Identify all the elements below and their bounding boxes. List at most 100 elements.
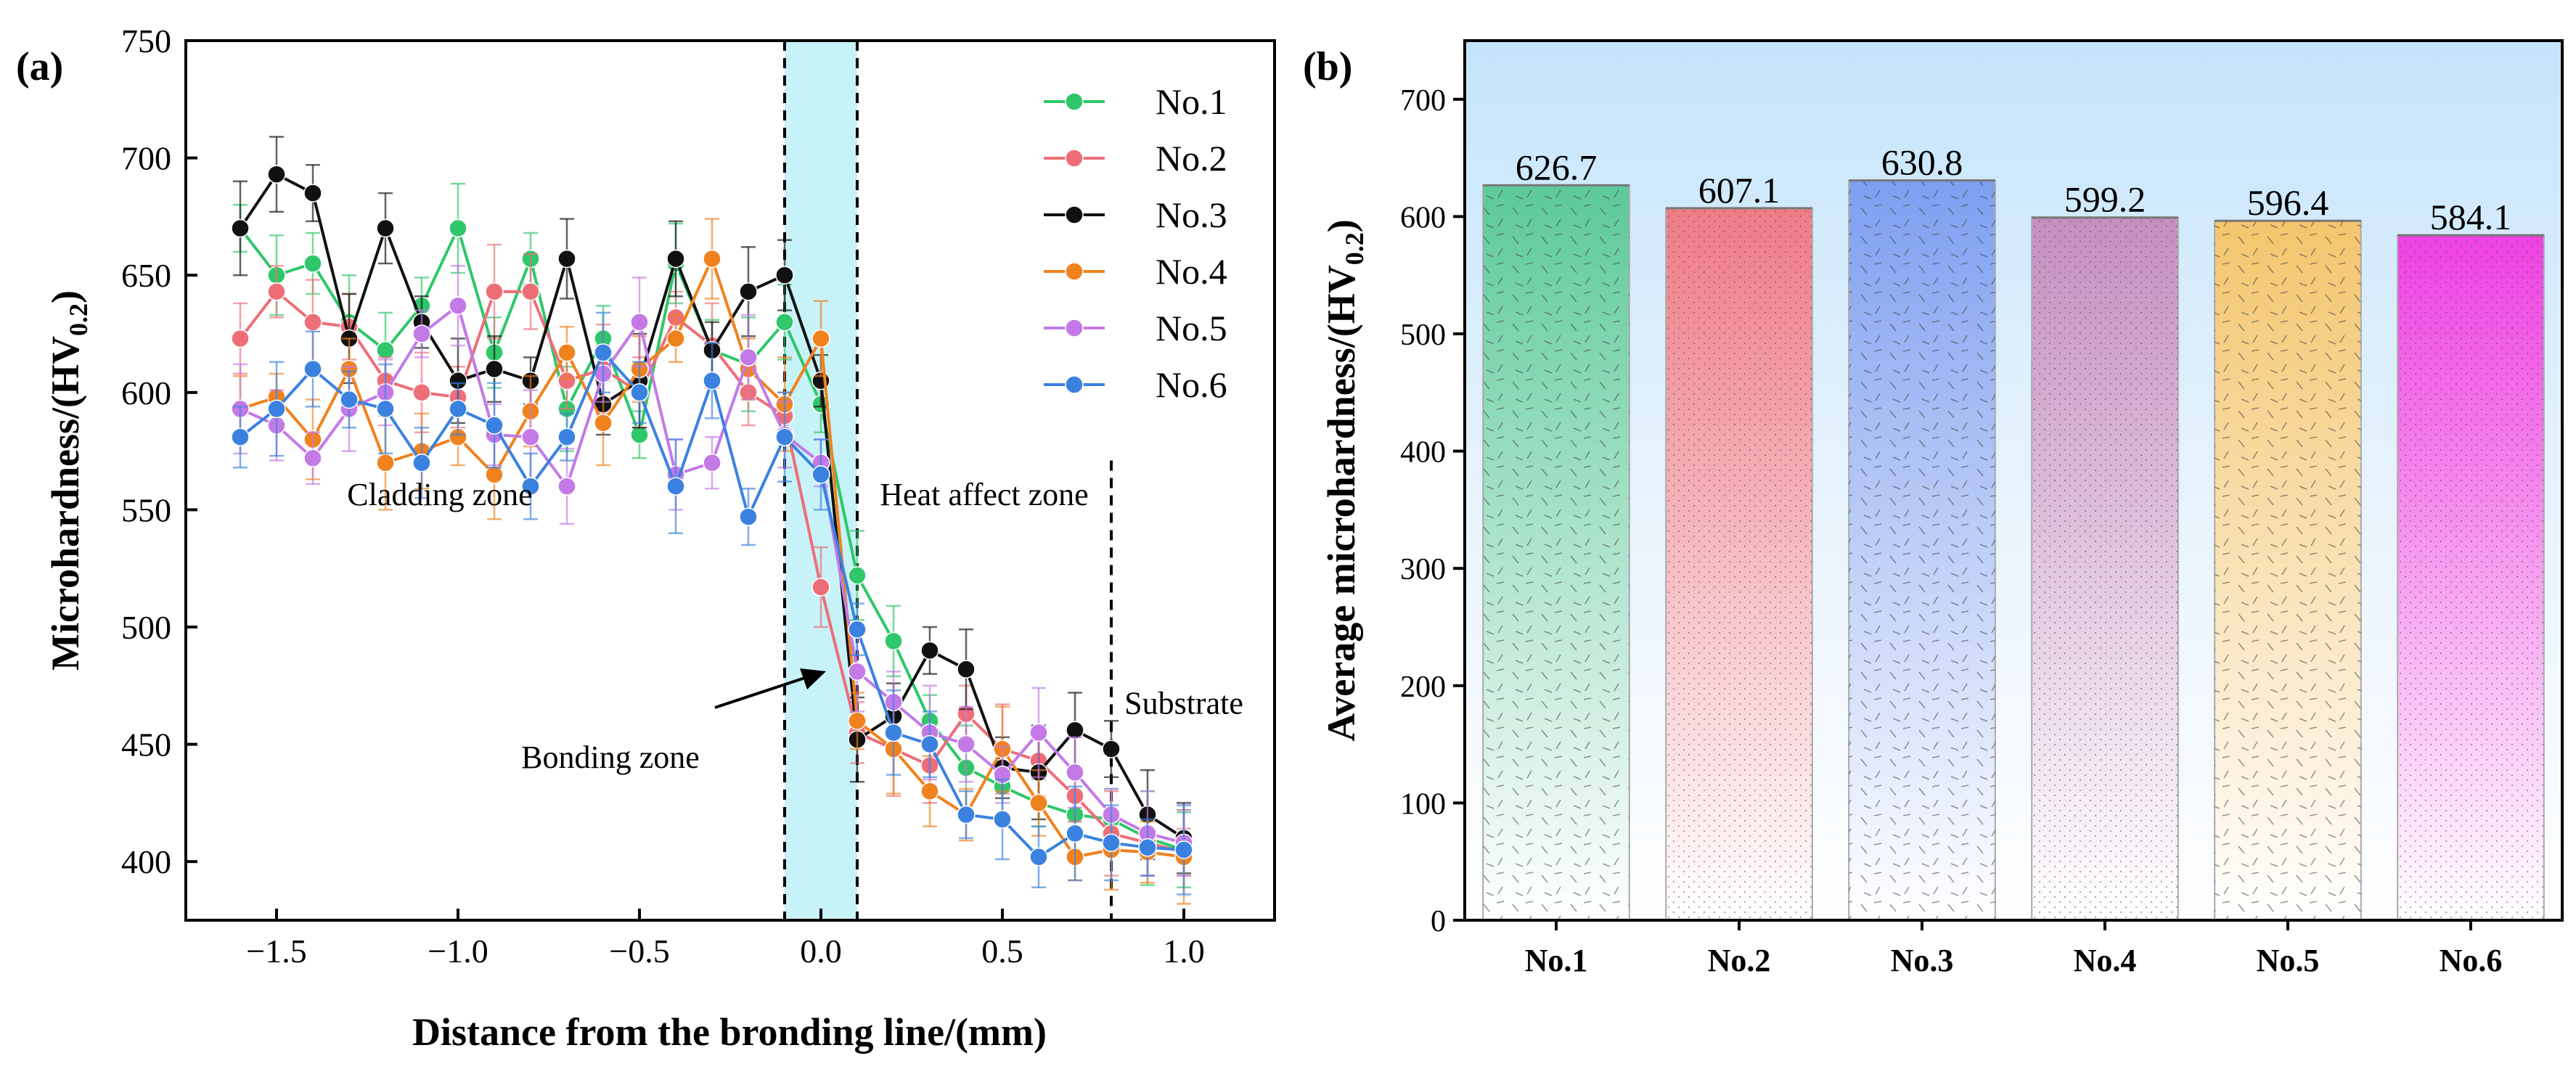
data-point <box>775 427 794 446</box>
bar-value-label: 626.7 <box>1516 147 1598 187</box>
data-point <box>557 427 576 446</box>
data-point <box>848 620 867 639</box>
data-point <box>303 359 322 379</box>
data-point <box>666 249 685 269</box>
bar-No.3: 630.8 No.3 <box>1848 142 1996 978</box>
data-point <box>811 578 830 597</box>
data-point <box>993 810 1012 829</box>
x-tick-label-a: −1.5 <box>246 933 306 970</box>
y-axis-title-b-sub: 0.2 <box>1340 232 1369 265</box>
bar-texture <box>2397 235 2544 921</box>
data-point <box>1174 840 1193 859</box>
y-tick-label-b: 300 <box>1400 553 1446 586</box>
data-point <box>1102 740 1121 758</box>
data-point <box>557 343 576 362</box>
data-point <box>1066 721 1084 740</box>
data-point <box>884 631 903 651</box>
data-point <box>521 282 540 301</box>
data-point <box>449 296 467 315</box>
data-point <box>920 641 939 660</box>
data-point <box>412 454 431 472</box>
panel-b: (b) 626.7 No.1 607.1 No.2 630.8 No.3 599.2 No.4… <box>1303 39 2564 978</box>
data-point <box>267 399 286 419</box>
legend-label: No.6 <box>1156 364 1227 405</box>
data-point <box>775 266 794 284</box>
panel-b-frame <box>1463 39 2564 922</box>
data-point <box>267 282 286 301</box>
panel-b-bars: 626.7 No.1 607.1 No.2 630.8 No.3 599.2 No.4 596.… <box>1482 142 2545 978</box>
bar-value-label: 596.4 <box>2247 182 2329 223</box>
y-tick-label-a: 700 <box>121 140 171 177</box>
bar-value-label: 599.2 <box>2064 179 2146 220</box>
category-label: No.1 <box>1525 943 1588 978</box>
bar-No.6: 584.1 No.6 <box>2397 197 2545 978</box>
data-point <box>1029 793 1048 813</box>
x-tick-label-a: 0.5 <box>981 933 1023 970</box>
series-line <box>239 350 1185 859</box>
annotation: Substrate <box>1124 686 1243 721</box>
panel-a-axes: 400 450 500 550 600 650 700 750 −1.5 −1.0 −0.5 0.0 0… <box>121 22 1205 970</box>
data-point <box>1066 824 1084 843</box>
y-tick-label-a: 750 <box>121 22 171 60</box>
bar-texture <box>2215 221 2361 920</box>
y-axis-title-a: Microhardness/(HV0.2) <box>44 290 93 671</box>
panel-b-label: (b) <box>1303 44 1352 89</box>
data-point <box>557 249 576 269</box>
bar-No.2: 607.1 No.2 <box>1665 170 1813 978</box>
data-point <box>848 711 867 731</box>
category-label: No.4 <box>2074 943 2137 978</box>
category-label: No.2 <box>1708 943 1771 978</box>
y-tick-label-a: 400 <box>121 843 171 880</box>
panel-a-annotations: Cladding zone Heat affect zone Bonding zon… <box>347 477 1243 775</box>
data-point <box>1102 833 1121 853</box>
legend-label: No.1 <box>1156 81 1227 122</box>
legend-marker <box>1065 375 1084 394</box>
panel-a-frame <box>184 39 1276 922</box>
legend-label: No.3 <box>1156 194 1227 235</box>
bar-No.5: 596.4 No.5 <box>2214 182 2362 978</box>
y-tick-label-b: 100 <box>1400 787 1446 821</box>
data-point <box>231 218 250 238</box>
data-point <box>485 416 504 435</box>
y-axis-title-a-sub: 0.2 <box>64 303 93 336</box>
bar-value-label: 630.8 <box>1881 142 1963 183</box>
x-tick-label-a: 1.0 <box>1163 933 1205 970</box>
data-point <box>303 184 322 202</box>
y-axis-title-a-main: Microhardness/(HV <box>44 336 87 671</box>
y-tick-label-b: 600 <box>1400 201 1446 234</box>
data-point <box>703 249 721 269</box>
y-tick-label-b: 0 <box>1431 905 1446 938</box>
data-point <box>666 477 685 496</box>
y-tick-label-a: 600 <box>121 374 171 411</box>
data-point <box>485 359 504 379</box>
data-point <box>1029 847 1048 867</box>
data-point <box>630 313 649 332</box>
data-point <box>267 165 286 184</box>
panel-b-axes: 0 100 200 300 400 500 600 700 <box>1400 84 1465 938</box>
category-label: No.5 <box>2257 943 2320 978</box>
category-label: No.3 <box>1891 943 1954 978</box>
bar-No.4: 599.2 No.4 <box>2031 179 2179 978</box>
legend: No.1 No.2 No.3 No.4 No.5 No.6 <box>1044 81 1227 405</box>
y-tick-label-a: 500 <box>121 609 171 646</box>
panel-b-background <box>1465 41 2562 920</box>
data-point <box>557 477 576 496</box>
y-axis-title-b-main: Average microhardness/(HV <box>1320 265 1363 741</box>
data-point <box>376 399 395 419</box>
bar-texture <box>1849 180 1995 920</box>
x-tick-label-a: 0.0 <box>800 933 842 970</box>
x-tick-label-a: −1.0 <box>428 933 488 970</box>
legend-label: No.5 <box>1156 308 1227 348</box>
legend-label: No.2 <box>1156 138 1227 179</box>
y-axis-title-b-close: ) <box>1320 219 1363 232</box>
bar-value-label: 584.1 <box>2430 197 2512 237</box>
bar-texture <box>1666 208 1812 920</box>
x-tick-label-a: −0.5 <box>609 933 669 970</box>
category-label: No.6 <box>2440 943 2503 978</box>
data-point <box>920 734 939 754</box>
data-point <box>449 399 467 419</box>
legend-marker <box>1065 92 1084 111</box>
data-point <box>957 805 976 824</box>
data-point <box>739 348 758 367</box>
